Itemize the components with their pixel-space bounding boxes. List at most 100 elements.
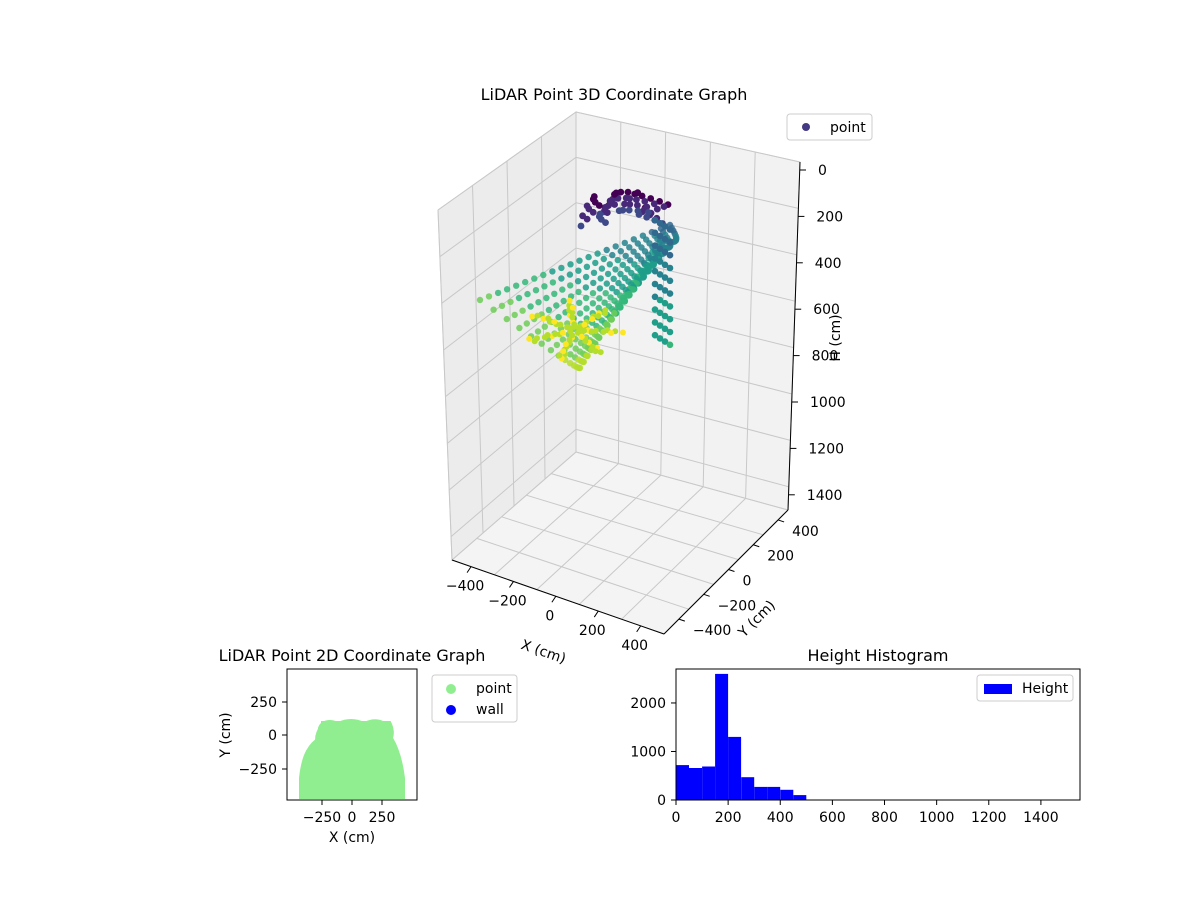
z-tick-label: 800 (812, 349, 839, 365)
histogram-bar (676, 765, 689, 800)
x-tick-label: 200 (715, 810, 742, 826)
point-marker (516, 324, 523, 332)
point-marker (583, 305, 590, 312)
y-tick-label: 0 (268, 728, 277, 744)
point-marker (569, 314, 576, 321)
point-marker (534, 335, 540, 342)
point-marker (606, 261, 613, 268)
x-tick-label: 800 (871, 810, 898, 826)
point-marker (547, 347, 555, 354)
point-marker (656, 296, 664, 304)
3d-z-axis-line (787, 161, 801, 511)
point-marker (634, 201, 641, 209)
y-tick-label: 250 (250, 695, 277, 711)
point-marker (597, 275, 604, 282)
height-histogram: Height Histogram 0 200 400 600 800 1000 1200 14… (630, 646, 1081, 826)
histogram-title: Height Histogram (808, 646, 949, 665)
y-tick-mark (728, 569, 735, 572)
point-marker (575, 267, 582, 274)
histogram-legend: Height (976, 674, 1074, 702)
y-tick-label: −200 (718, 598, 756, 614)
point-marker (566, 297, 573, 304)
grid-line (745, 151, 756, 499)
point-marker (589, 290, 597, 297)
point-marker (566, 336, 573, 343)
3d-z-ticks: 0 200 400 600 800 1000 1200 1400 (788, 163, 846, 504)
point-marker (553, 341, 561, 349)
point-marker (661, 261, 669, 269)
point-marker (592, 348, 599, 355)
y-tick-mark (678, 618, 686, 622)
point-marker (666, 264, 674, 272)
point-marker (625, 206, 633, 214)
point-marker (598, 265, 606, 272)
3d-x-ticks: −400−200 0 200 400 (446, 566, 648, 654)
point-marker (656, 198, 663, 205)
2d-legend-marker-wall (446, 705, 456, 715)
point-marker (529, 313, 536, 320)
point-marker (609, 251, 616, 259)
point-marker (589, 316, 596, 323)
point-marker (523, 320, 530, 327)
point-marker (597, 349, 604, 356)
y-tick-label: 200 (767, 549, 794, 565)
x-tick-label: 250 (369, 810, 396, 826)
x-tick-label: −200 (488, 593, 526, 609)
point-marker (545, 306, 553, 314)
point-marker (540, 315, 547, 322)
histogram-bar (767, 786, 781, 800)
point-marker (619, 261, 627, 269)
point-marker (581, 327, 587, 334)
point-marker (582, 338, 589, 345)
point-marker (582, 284, 590, 291)
point-marker (578, 333, 585, 340)
point-marker (617, 270, 624, 278)
grid-line (439, 156, 799, 258)
point-marker (600, 328, 607, 335)
point-marker (544, 332, 551, 338)
point-marker (603, 280, 610, 287)
z-tick-label: 0 (818, 163, 827, 179)
2d-x-axis-label: X (cm) (329, 830, 375, 846)
point-marker (634, 189, 642, 197)
grid-line (536, 474, 662, 590)
point-marker (576, 364, 584, 372)
point-marker (651, 319, 659, 326)
point-marker (522, 278, 529, 286)
point-marker (614, 256, 621, 264)
point-marker (666, 251, 674, 259)
point-marker (656, 271, 664, 278)
point-marker (633, 196, 640, 204)
point-marker (651, 229, 659, 237)
y-tick-label: 400 (792, 524, 819, 540)
point-marker (560, 348, 567, 355)
point-marker (651, 331, 659, 339)
3d-legend-label-point: point (830, 120, 866, 136)
point-marker (580, 358, 587, 366)
point-marker (559, 286, 566, 293)
point-marker (577, 222, 585, 230)
point-marker (567, 351, 574, 358)
grid-line (506, 160, 515, 507)
grid-line (501, 516, 714, 585)
x-tick-label: 1200 (971, 810, 1007, 826)
histogram-bar (715, 673, 729, 800)
point-marker (615, 207, 623, 215)
histogram-bars (676, 673, 807, 800)
point-marker (641, 198, 649, 205)
y-tick-label: 0 (742, 574, 751, 590)
point-marker (651, 242, 659, 249)
point-marker (551, 318, 558, 325)
point-marker (511, 311, 518, 319)
point-marker (549, 279, 557, 286)
point-marker (513, 282, 520, 289)
point-marker (617, 248, 624, 255)
point-marker (603, 246, 610, 254)
point-marker (607, 316, 614, 323)
grid-line (472, 185, 484, 534)
z-tick-label: 600 (813, 302, 840, 318)
grid-line (578, 486, 704, 605)
point-marker (531, 275, 538, 282)
x-tick-mark (636, 625, 642, 633)
point-marker (603, 322, 610, 329)
